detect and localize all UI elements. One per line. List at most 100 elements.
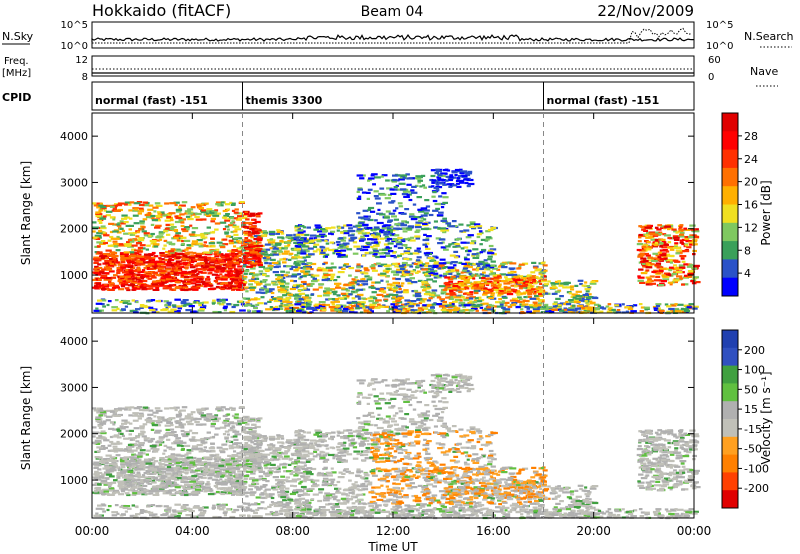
power-cell — [300, 244, 306, 247]
power-cell — [354, 295, 360, 298]
power-cell — [415, 221, 421, 224]
power-cell — [280, 291, 286, 294]
power-cell — [323, 273, 331, 277]
power-cell — [94, 285, 98, 288]
power-cell — [249, 254, 254, 257]
power-cell — [184, 210, 192, 213]
power-cell — [495, 301, 501, 304]
power-cell — [448, 272, 453, 275]
freq-panel — [91, 55, 695, 77]
power-cell — [621, 303, 625, 306]
power-cell — [684, 244, 689, 247]
power-cell — [367, 308, 373, 311]
power-cell — [423, 252, 431, 255]
power-cell — [487, 308, 494, 311]
power-cell — [153, 245, 159, 248]
power-cell — [227, 249, 231, 252]
power-cell — [288, 258, 292, 261]
power-cell — [448, 278, 454, 281]
power-cell — [376, 262, 381, 265]
power-cell — [237, 272, 241, 275]
power-cell — [651, 259, 658, 263]
power-cell — [693, 264, 700, 267]
power-cell — [228, 267, 233, 270]
power-cell — [106, 303, 110, 307]
power-cell — [131, 275, 135, 278]
power-cell — [155, 239, 161, 242]
power-cell — [386, 275, 390, 278]
power-cell — [280, 302, 284, 305]
power-cell — [442, 307, 447, 310]
power-cell — [452, 245, 458, 248]
power-cell — [154, 226, 161, 229]
power-cell — [251, 229, 255, 232]
power-cell — [395, 271, 402, 274]
power-cell — [253, 242, 259, 245]
power-cell — [579, 282, 583, 286]
power-cell — [308, 253, 315, 256]
power-cell — [269, 247, 274, 250]
power-cell — [163, 262, 169, 265]
power-cell — [586, 303, 590, 306]
power-cell — [336, 243, 342, 246]
power-cell — [356, 266, 361, 269]
power-cell — [325, 242, 330, 245]
power-cell — [98, 209, 104, 212]
power-cell — [223, 309, 227, 312]
power-cell — [453, 307, 461, 310]
power-cell — [490, 260, 496, 263]
power-cell — [428, 297, 433, 300]
power-ylabel: Slant Range [km] — [19, 161, 33, 265]
power-cell — [124, 278, 128, 281]
velocity-cell — [124, 483, 131, 486]
power-cell — [248, 223, 253, 226]
power-cell — [103, 278, 110, 281]
power-cell — [117, 271, 121, 274]
power-cell — [661, 275, 668, 278]
power-cell — [355, 224, 363, 227]
power-cell — [614, 304, 620, 307]
velocity-cell — [155, 465, 163, 468]
power-cell — [178, 218, 184, 222]
power-cell — [415, 310, 419, 313]
power-cell — [288, 252, 294, 255]
power-cell — [530, 271, 536, 274]
power-cell — [398, 178, 405, 181]
power-cell — [316, 279, 320, 282]
power-cell — [220, 201, 225, 204]
power-cell — [429, 293, 434, 296]
power-cell — [233, 245, 237, 248]
power-cell — [382, 304, 386, 307]
power-cell — [340, 231, 344, 234]
power-cell — [284, 282, 290, 285]
power-cell — [510, 278, 516, 281]
power-cell — [466, 253, 470, 256]
power-cell — [170, 308, 177, 311]
power-cell — [433, 272, 439, 275]
velocity-cell — [227, 486, 233, 489]
power-cell — [442, 300, 447, 304]
power-cell — [474, 273, 479, 276]
power-cell — [669, 261, 674, 264]
power-cell — [349, 281, 355, 284]
power-cell — [498, 289, 505, 292]
power-cell — [157, 284, 165, 287]
power-cell — [132, 209, 139, 212]
power-cell — [416, 270, 421, 273]
power-cell — [232, 286, 238, 289]
power-cell — [196, 272, 200, 275]
cpid-segment-label: normal (fast) -151 — [95, 94, 208, 107]
power-cell — [231, 266, 236, 269]
power-cell — [539, 271, 543, 274]
power-cell — [217, 253, 222, 256]
velocity-cell — [189, 466, 195, 469]
power-cell — [139, 244, 146, 247]
power-cell — [175, 272, 183, 275]
power-cell — [132, 207, 139, 210]
power-cell — [248, 279, 255, 282]
power-cell — [425, 262, 430, 265]
power-cell — [421, 289, 427, 292]
power-cell — [392, 277, 396, 280]
power-cell — [109, 216, 115, 219]
power-cell — [134, 287, 141, 290]
